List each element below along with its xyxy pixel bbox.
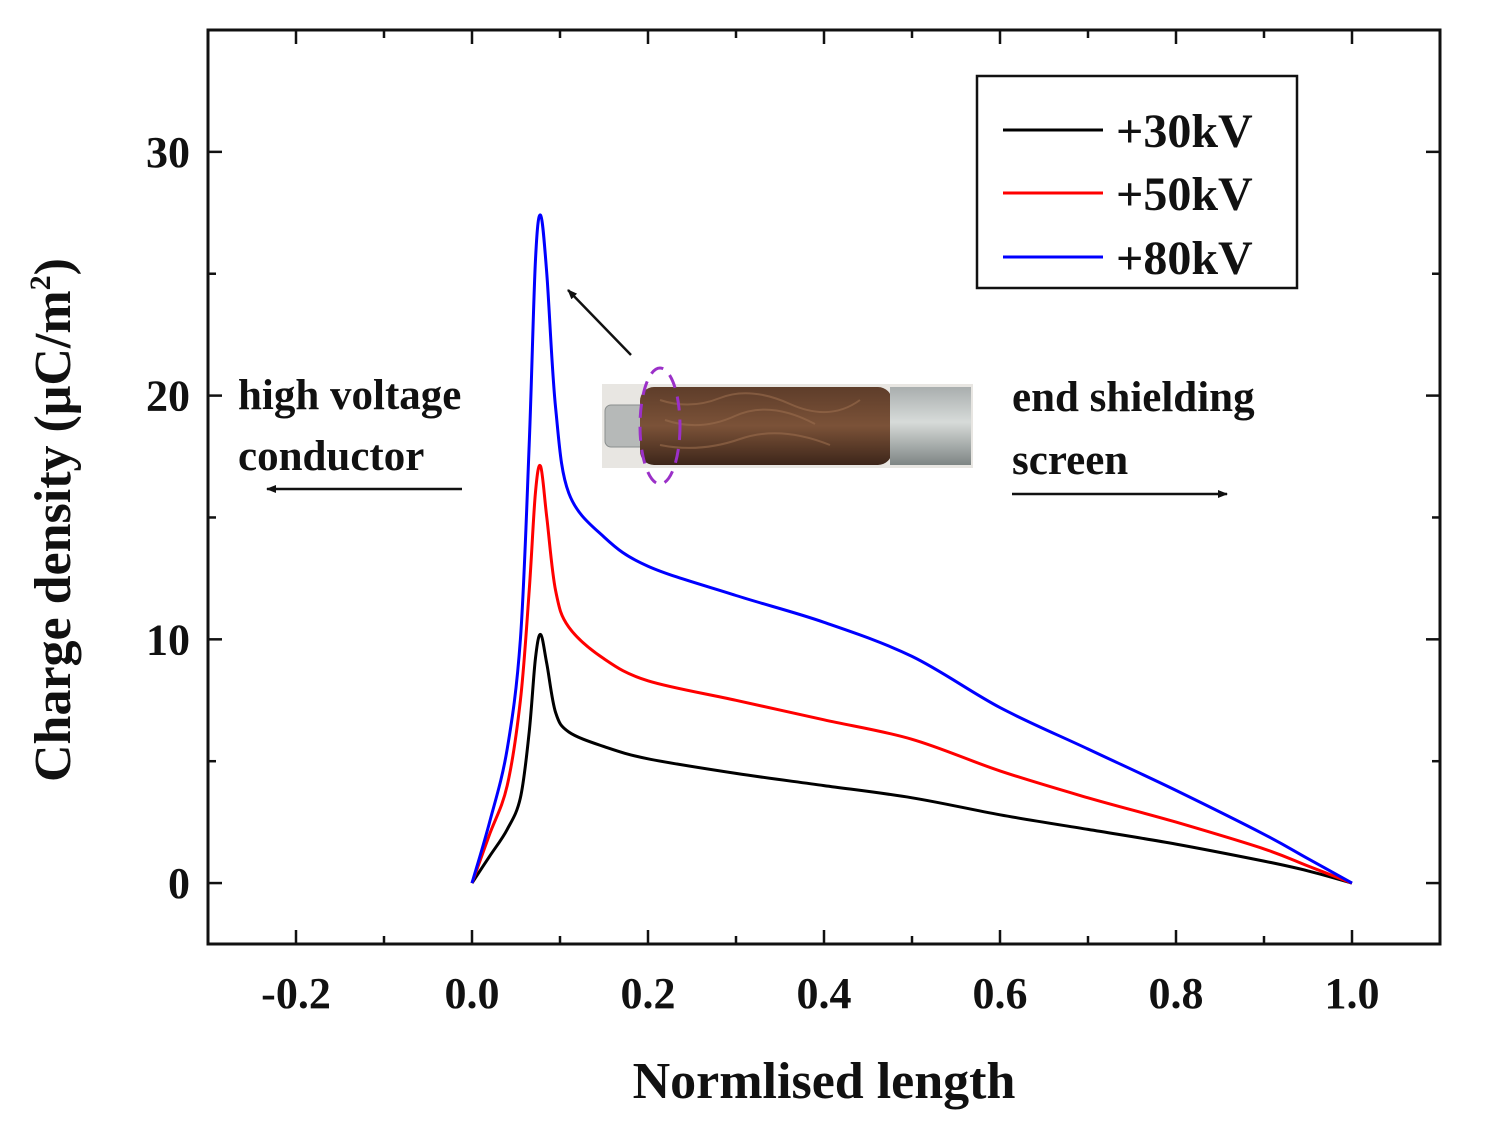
annotation-left-line1: high voltage xyxy=(238,372,461,419)
y-axis-title: Charge density (μC/m2) xyxy=(24,258,82,782)
x-tick-label: 0.8 xyxy=(1149,969,1204,1018)
annotation-high-voltage-conductor: high voltage conductor xyxy=(238,372,462,493)
series-line-80kv xyxy=(470,213,1353,885)
annotation-end-shielding-screen: end shielding screen xyxy=(1012,374,1255,498)
legend-label-80kv: +80kV xyxy=(1116,232,1253,285)
y-tick-label: 20 xyxy=(146,372,190,421)
specimen-photo xyxy=(602,366,973,486)
x-tick-label: 0.0 xyxy=(445,969,500,1018)
specimen-wood-grain xyxy=(659,392,861,449)
annotation-right-line1: end shielding xyxy=(1012,374,1255,421)
y-axis-title-main: Charge density (μC/m xyxy=(25,290,82,782)
annotation-left-line2: conductor xyxy=(238,433,424,480)
series-line-30kv xyxy=(470,633,1353,885)
x-tick-label: 0.2 xyxy=(621,969,676,1018)
axis-ticks xyxy=(206,28,1442,944)
series-lines xyxy=(470,213,1353,885)
highlight-ellipse-icon xyxy=(638,366,682,486)
legend: +30kV +50kV +80kV xyxy=(975,74,1299,290)
x-tick-labels: -0.2 0.0 0.2 0.4 0.6 0.8 1.0 xyxy=(261,969,1379,1018)
y-tick-label: 10 xyxy=(146,615,190,664)
x-tick-label: 0.4 xyxy=(797,969,852,1018)
y-tick-label: 30 xyxy=(146,128,190,177)
peak-pointer-arrow-icon xyxy=(567,289,632,356)
annotation-right-line2: screen xyxy=(1012,437,1128,484)
x-axis-title: Normlised length xyxy=(633,1053,1016,1110)
y-tick-labels: 0 10 20 30 xyxy=(146,128,190,908)
y-axis-title-superscript: 2 xyxy=(24,275,57,290)
y-axis-title-close: ) xyxy=(25,258,82,275)
legend-box xyxy=(975,74,1299,290)
x-tick-label: 0.6 xyxy=(973,969,1028,1018)
y-tick-label: 0 xyxy=(168,859,190,908)
specimen-shielding-screen xyxy=(890,387,971,465)
legend-label-50kv: +50kV xyxy=(1116,168,1253,221)
legend-label-30kv: +30kV xyxy=(1116,105,1253,158)
series-line-50kv xyxy=(470,463,1353,885)
x-tick-label: 1.0 xyxy=(1325,969,1380,1018)
x-tick-label: -0.2 xyxy=(261,969,331,1018)
